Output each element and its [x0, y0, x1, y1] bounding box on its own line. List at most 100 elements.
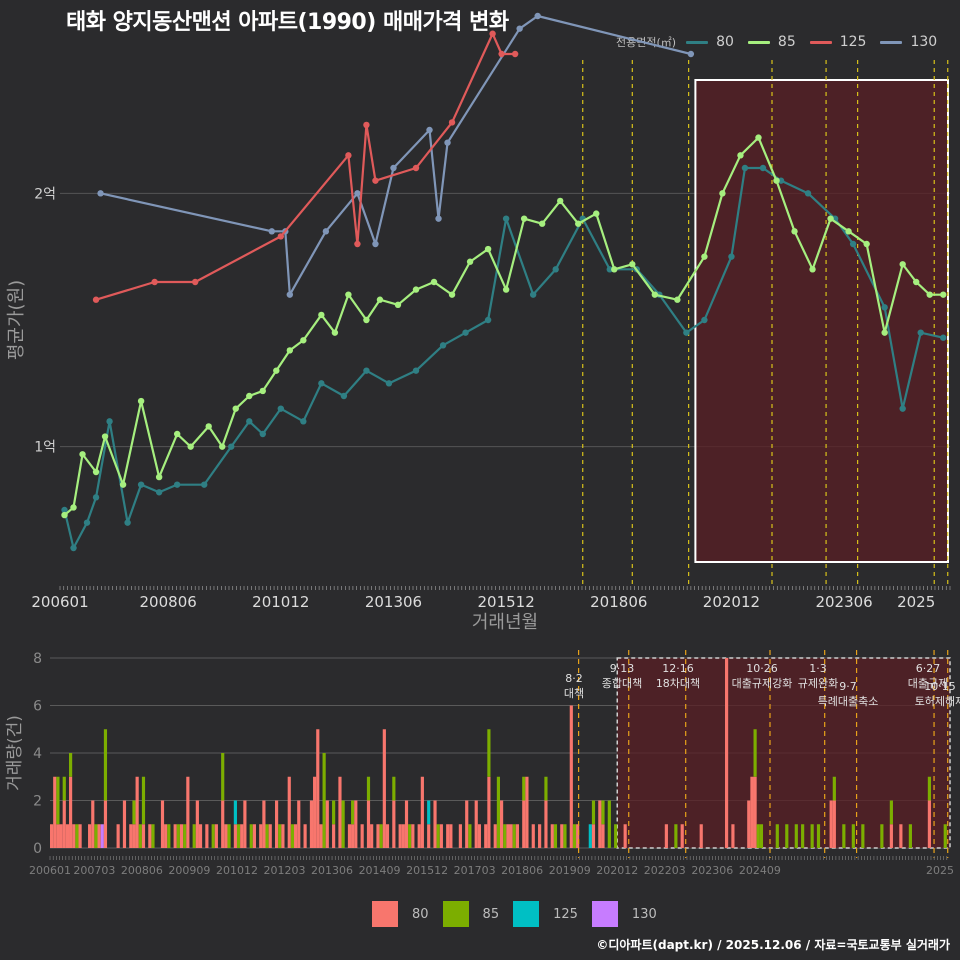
bar-legend-box-125 — [513, 901, 540, 927]
bar-85 — [341, 800, 345, 848]
data-point-80 — [701, 316, 708, 324]
bar-85 — [249, 824, 253, 848]
bar-80 — [103, 800, 108, 848]
bar-80 — [484, 824, 488, 848]
bar-80 — [62, 800, 66, 848]
x-tick-label: 202306 — [815, 593, 872, 611]
data-point-130 — [268, 228, 275, 235]
bar-85 — [468, 824, 472, 848]
bar-x-tick-label: 202306 — [691, 864, 733, 877]
bar-x-tick-label: 201703 — [454, 864, 496, 877]
bar-80 — [411, 824, 415, 848]
bar-80 — [829, 800, 833, 848]
bar-80 — [598, 800, 602, 848]
data-point-85 — [593, 210, 600, 217]
bar-85 — [794, 824, 798, 848]
bar-80 — [474, 800, 478, 848]
legend-item-85[interactable]: 85 — [747, 34, 806, 50]
data-point-85 — [286, 347, 294, 354]
legend-item-130[interactable]: 130 — [880, 34, 947, 50]
bar-y-axis-title: 거래량(건) — [5, 715, 25, 791]
bar-80 — [753, 776, 757, 848]
bar-80 — [135, 776, 139, 848]
bar-y-tick-label: 0 — [33, 841, 42, 857]
bar-legend-item-130[interactable]: 130 — [591, 901, 657, 927]
legend-item-80[interactable]: 80 — [686, 34, 744, 50]
bar-y-tick-label: 8 — [33, 651, 42, 667]
bar-80 — [360, 824, 364, 848]
chart-title: 태화 양지동산맨션 아파트(1990) 매매가격 변화 — [66, 10, 509, 35]
data-point-85 — [92, 468, 100, 476]
data-point-85 — [926, 291, 933, 298]
legend-item-125[interactable]: 125 — [809, 34, 877, 50]
data-point-85 — [502, 286, 510, 293]
y-tick-label: 1억 — [34, 440, 56, 456]
bar-legend-item-125[interactable]: 125 — [513, 901, 578, 927]
bar-80 — [338, 776, 342, 848]
bar-legend-item-80[interactable]: 80 — [372, 901, 429, 927]
x-tick-label: 201806 — [590, 593, 647, 611]
data-point-130 — [372, 240, 379, 248]
bar-highlight-region — [616, 657, 951, 849]
bar-80 — [259, 824, 263, 848]
bar-125 — [233, 800, 237, 825]
bar-80 — [560, 824, 564, 848]
bar-80 — [116, 824, 120, 848]
x-tick-label: 201012 — [252, 593, 309, 611]
x-tick-label: 202012 — [703, 593, 760, 611]
bar-80 — [591, 824, 596, 848]
data-point-80 — [849, 240, 857, 248]
bar-legend-label-80: 80 — [412, 906, 429, 922]
series-line-125 — [95, 32, 516, 301]
data-point-85 — [376, 296, 384, 303]
data-point-125 — [151, 278, 158, 286]
data-point-80 — [318, 380, 325, 387]
data-point-85 — [273, 367, 280, 374]
bar-85 — [889, 800, 893, 825]
bar-85 — [487, 729, 491, 777]
data-point-85 — [205, 423, 212, 430]
bar-80 — [205, 824, 209, 848]
bar-85 — [62, 776, 66, 801]
data-point-85 — [651, 291, 659, 298]
data-point-80 — [759, 164, 767, 172]
bar-80 — [531, 824, 535, 848]
data-point-80 — [124, 519, 131, 526]
data-point-125 — [372, 177, 379, 184]
bar-80 — [382, 729, 386, 848]
bar-85 — [753, 729, 757, 777]
data-point-125 — [448, 119, 456, 126]
bar-80 — [731, 824, 735, 848]
bar-80 — [97, 824, 101, 848]
bar-80 — [449, 824, 453, 848]
bar-85 — [553, 824, 558, 848]
bar-x-tick-label: 200703 — [73, 864, 115, 877]
data-point-85 — [913, 278, 920, 286]
data-point-125 — [354, 240, 361, 248]
data-point-85 — [70, 504, 77, 511]
bar-80 — [366, 800, 371, 848]
data-point-80 — [741, 164, 749, 172]
bar-80 — [88, 824, 92, 848]
data-point-80 — [201, 481, 208, 488]
data-point-85 — [575, 220, 582, 227]
data-point-130 — [516, 25, 523, 32]
policy-label: 1·3 규제완화 — [798, 662, 838, 690]
bar-legend-item-85[interactable]: 85 — [442, 901, 499, 927]
policy-label: 12·16 18차대책 — [656, 662, 700, 690]
bar-x-tick-label: 202012 — [596, 864, 638, 877]
bar-80 — [287, 776, 291, 848]
bar-80 — [569, 705, 573, 848]
bar-80 — [50, 824, 54, 848]
data-point-85 — [701, 253, 708, 260]
y-axis-title: 평균가(원) — [6, 280, 27, 360]
policy-label: 6·27 대출규제 — [908, 662, 948, 690]
data-point-125 — [498, 50, 505, 58]
data-point-80 — [173, 481, 181, 488]
bar-85 — [151, 824, 155, 848]
bar-80 — [91, 800, 95, 848]
highlight-region — [694, 79, 949, 563]
bar-85 — [236, 824, 241, 848]
bar-80 — [224, 824, 228, 848]
